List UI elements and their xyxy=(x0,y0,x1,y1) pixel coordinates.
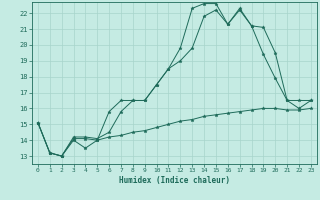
X-axis label: Humidex (Indice chaleur): Humidex (Indice chaleur) xyxy=(119,176,230,185)
